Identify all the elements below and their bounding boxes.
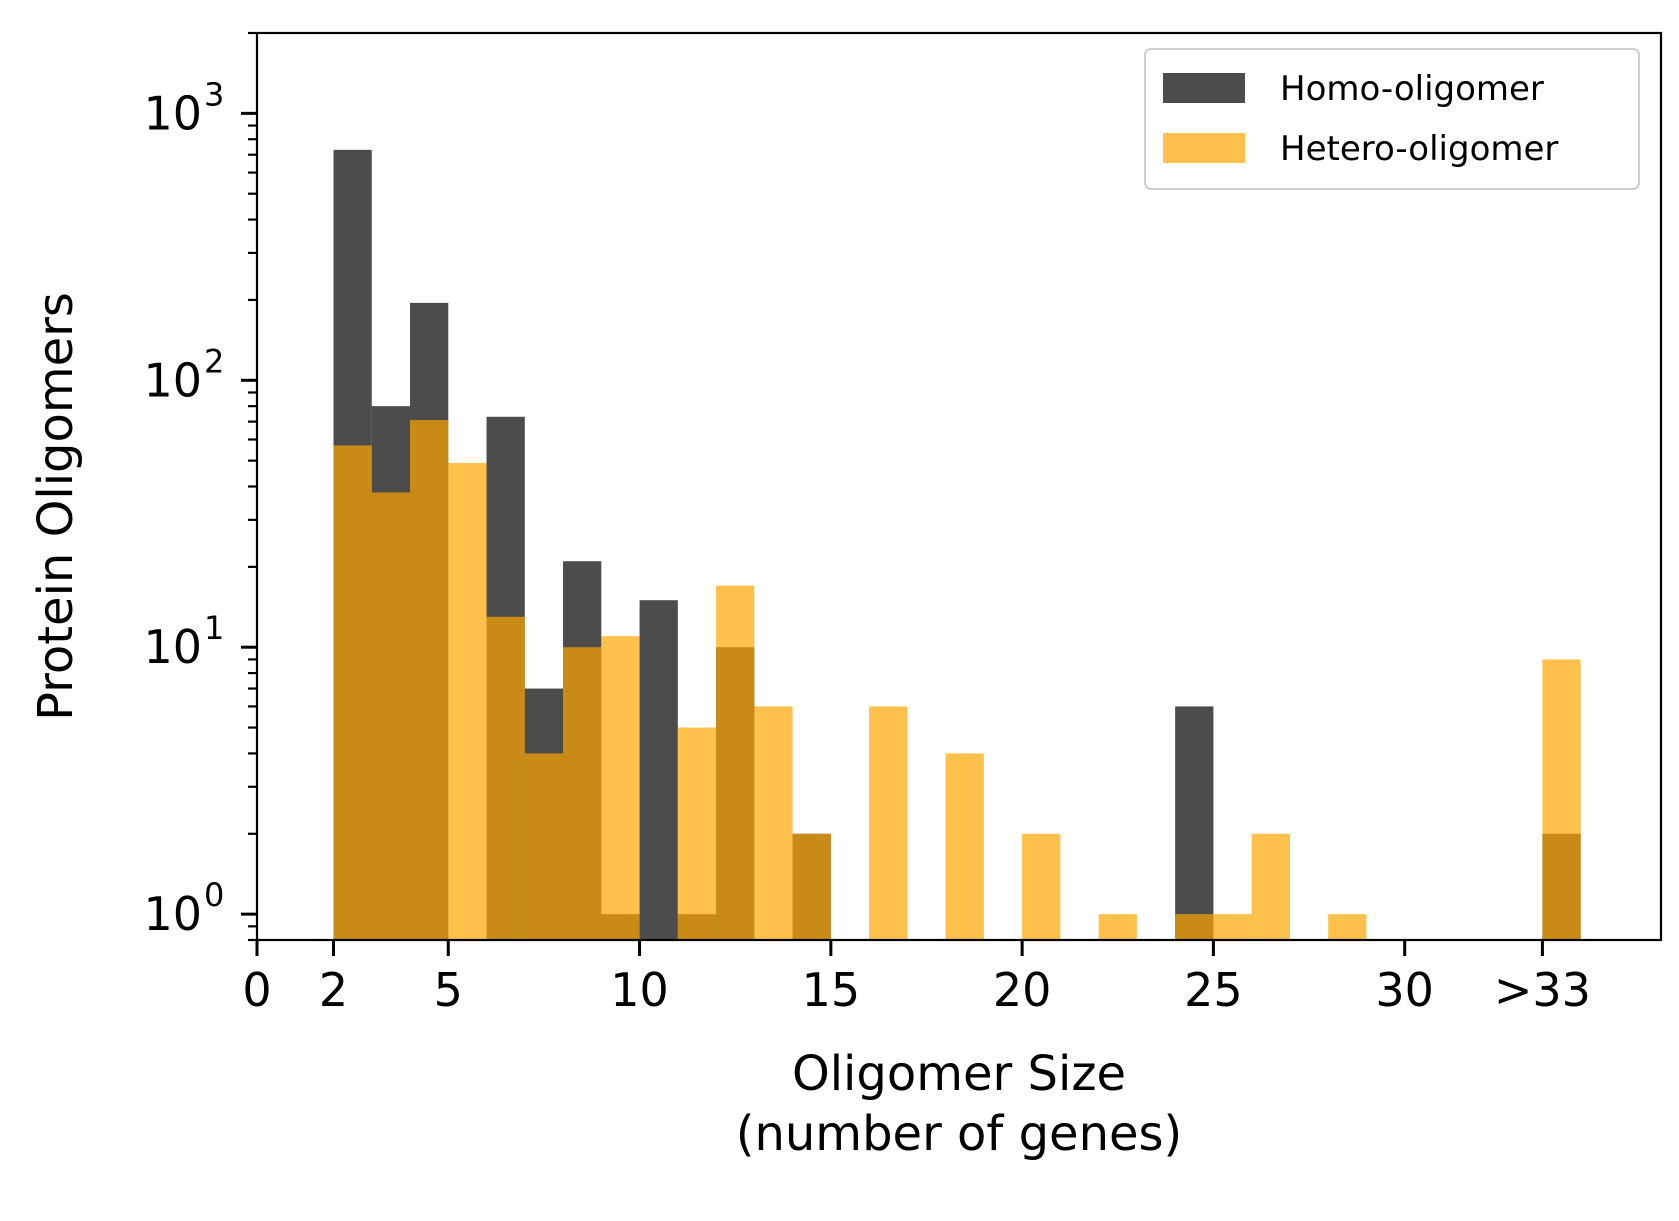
y-tick-exponent-3: 3	[204, 75, 224, 113]
bar-hetero-0	[333, 445, 372, 940]
y-tick-label-2: 10	[143, 353, 202, 407]
bar-hetero-8	[677, 727, 717, 940]
bar-hetero-14	[1022, 833, 1061, 940]
bar-hetero-1	[371, 492, 411, 940]
bar-hetero-3	[448, 462, 487, 940]
x-axis: 0 2 5 10 15 20 25 30 >33	[242, 940, 1591, 1017]
x-tick-label-2: 5	[434, 963, 463, 1017]
y-tick-label-3: 10	[143, 86, 202, 140]
bars-layer	[333, 149, 1581, 941]
x-axis-title-line-2: (number of genes)	[736, 1106, 1183, 1162]
bar-hetero-7	[601, 636, 640, 940]
x-tick-label-1: 2	[319, 963, 348, 1017]
series-1-bars	[333, 419, 1581, 940]
legend-label-hetero: Hetero-oligomer	[1280, 129, 1558, 169]
bar-homo-11	[1175, 706, 1214, 940]
legend-label-homo: Homo-oligomer	[1280, 69, 1544, 109]
x-tick-label-3: 10	[610, 963, 669, 1017]
bar-hetero-9	[716, 585, 755, 940]
bar-hetero-13	[945, 753, 984, 940]
legend: Homo-oligomer Hetero-oligomer	[1144, 48, 1640, 190]
y-tick-exponent-2: 2	[204, 342, 224, 380]
bar-hetero-5	[524, 753, 564, 940]
x-tick-label-0: 0	[242, 963, 271, 1017]
y-tick-exponent-1: 1	[204, 609, 224, 647]
y-axis-title: Protein Oligomers	[28, 292, 84, 721]
x-tick-label-6: 25	[1184, 963, 1243, 1017]
y-tick-exponent-0: 0	[204, 876, 224, 914]
x-tick-label-7: 30	[1375, 963, 1434, 1017]
bar-hetero-17	[1213, 914, 1252, 940]
bar-hetero-16	[1175, 914, 1214, 940]
bar-homo-7	[639, 600, 678, 940]
x-tick-label-5: 20	[993, 963, 1052, 1017]
bar-hetero-11	[792, 833, 831, 940]
y-tick-label-1: 10	[143, 620, 202, 674]
y-tick-label-0: 10	[143, 887, 202, 941]
bar-hetero-2	[410, 419, 449, 940]
bar-hetero-19	[1328, 914, 1367, 940]
bar-hetero-6	[563, 647, 602, 940]
legend-box	[1144, 48, 1640, 190]
bar-hetero-15	[1098, 914, 1137, 940]
legend-swatch-homo	[1163, 73, 1245, 103]
bar-hetero-18	[1251, 833, 1290, 940]
x-tick-label-4: 15	[802, 963, 861, 1017]
x-axis-title-line-1: Oligomer Size	[792, 1046, 1126, 1102]
legend-swatch-hetero	[1163, 133, 1245, 163]
bar-hetero-10	[754, 706, 793, 940]
bar-hetero-12	[869, 706, 908, 940]
bar-hetero-4	[486, 616, 525, 940]
x-tick-label-8: >33	[1494, 963, 1591, 1017]
bar-hetero-20	[1542, 659, 1581, 940]
